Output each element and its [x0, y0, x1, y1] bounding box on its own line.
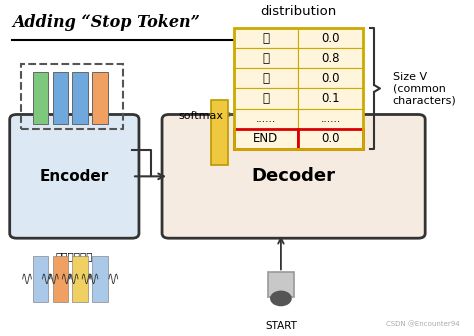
Bar [92, 72, 108, 124]
Circle shape [271, 291, 291, 305]
Text: 機: 機 [263, 52, 269, 65]
Bar [33, 72, 48, 124]
Text: Size V
(common
characters): Size V (common characters) [393, 72, 456, 105]
Bar [73, 256, 88, 302]
Text: 0.0: 0.0 [321, 132, 340, 145]
Bar [298, 68, 363, 88]
Text: Encoder: Encoder [40, 169, 109, 184]
Bar [234, 68, 298, 88]
Text: ......: ...... [320, 114, 341, 124]
Text: 0.8: 0.8 [321, 52, 340, 65]
Bar [73, 72, 88, 124]
Bar [53, 256, 68, 302]
Text: （機器學習）: （機器學習） [55, 251, 93, 261]
Bar [298, 88, 363, 109]
Text: distribution: distribution [260, 5, 337, 18]
Bar [234, 28, 298, 48]
Bar [210, 100, 228, 165]
Bar [33, 256, 48, 302]
Bar [234, 48, 298, 68]
Bar [234, 129, 298, 149]
Text: 器: 器 [263, 72, 269, 85]
Bar [268, 272, 293, 297]
Text: 習: 習 [263, 92, 269, 105]
Bar [21, 64, 123, 129]
Text: ......: ...... [256, 114, 276, 124]
Text: 學: 學 [263, 32, 269, 45]
Text: END: END [253, 132, 279, 145]
Text: START: START [265, 321, 297, 331]
Bar [234, 88, 298, 109]
Text: softmax: softmax [178, 111, 223, 121]
Bar [53, 72, 68, 124]
FancyBboxPatch shape [9, 115, 139, 238]
Text: 0.1: 0.1 [321, 92, 340, 105]
Text: CSDN @Encounter94: CSDN @Encounter94 [386, 321, 460, 328]
Bar [92, 256, 108, 302]
Bar [234, 28, 363, 149]
Text: Adding “Stop Token”: Adding “Stop Token” [12, 13, 200, 31]
Text: Decoder: Decoder [252, 167, 336, 185]
Bar [298, 109, 363, 129]
Bar [298, 28, 363, 48]
Bar [298, 129, 363, 149]
Text: 0.0: 0.0 [321, 32, 340, 45]
Text: 0.0: 0.0 [321, 72, 340, 85]
Bar [234, 109, 298, 129]
FancyBboxPatch shape [162, 115, 425, 238]
Bar [298, 48, 363, 68]
